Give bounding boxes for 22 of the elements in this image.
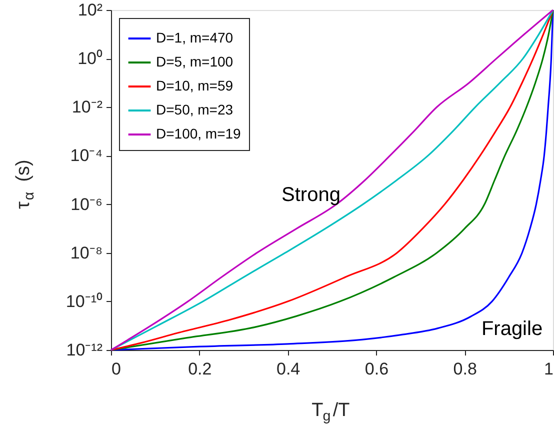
x-tick-label: 0	[112, 360, 121, 378]
y-tick-label: 10⁻⁴	[70, 146, 102, 166]
x-tick-label: 0.8	[453, 360, 477, 378]
annotation: Fragile	[481, 318, 543, 340]
y-tick-label: 10⁰	[78, 49, 102, 68]
legend-label: D=100, m=19	[156, 126, 242, 142]
legend-label: D=5, m=100	[156, 54, 234, 70]
legend-label: D=10, m=59	[156, 78, 234, 94]
y-tick-label: 10⁻⁸	[70, 243, 102, 262]
legend-label: D=1, m=470	[156, 30, 234, 46]
y-tick-label: 10⁻¹⁰	[66, 292, 102, 311]
y-tick-label: 10⁻⁶	[70, 194, 102, 214]
legend-label: D=50, m=23	[156, 102, 234, 118]
y-tick-label: 10⁻²	[72, 98, 103, 117]
x-tick-label: 0.6	[364, 360, 389, 378]
y-tick-label: 10²	[78, 0, 103, 20]
annotation: Strong	[282, 184, 340, 206]
y-axis-title: τα (s)	[13, 160, 38, 210]
y-tick-label: 10⁻¹²	[66, 340, 103, 360]
x-tick-label: 0.2	[188, 360, 212, 378]
x-tick-label: 0.4	[276, 360, 300, 378]
x-tick-label: 1	[544, 360, 554, 378]
